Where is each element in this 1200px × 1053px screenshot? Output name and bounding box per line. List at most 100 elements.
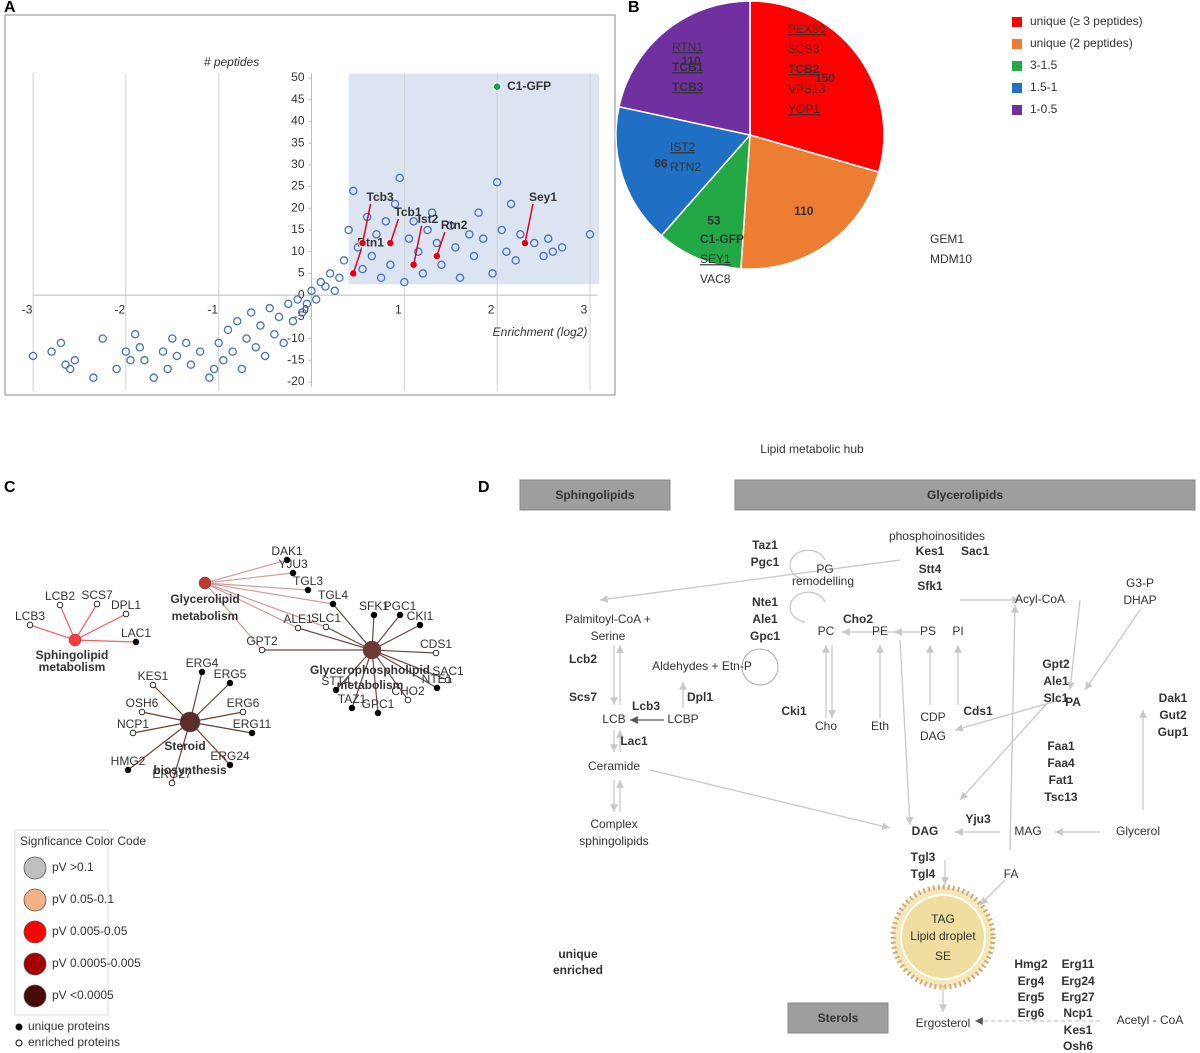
y-tick-label: 45 [291, 92, 305, 106]
point [56, 338, 66, 348]
point [330, 286, 339, 296]
slice-label: 110 [794, 204, 814, 218]
point [223, 325, 233, 335]
point [311, 295, 321, 304]
edge [371, 649, 449, 681]
legend-swatch [1012, 17, 1022, 27]
arrow [599, 559, 901, 603]
leaf-node [226, 761, 234, 769]
y-axis-label: # peptides [204, 55, 259, 69]
diagram-label: G3-P [1126, 576, 1154, 590]
leaf-label: GPC1 [362, 697, 395, 711]
point [414, 247, 423, 256]
hub-node [362, 640, 382, 660]
diagram-label: Acyl-CoA [1015, 592, 1065, 606]
point [89, 373, 98, 382]
y-tick-label: -10 [287, 331, 305, 345]
gene-label: RTN1 [672, 40, 703, 54]
etn-circle [741, 648, 779, 686]
point [353, 243, 363, 252]
point [404, 234, 414, 243]
diagram-label: Palmitoyl-CoA + [565, 612, 651, 626]
leaf-node [370, 611, 378, 619]
point [47, 347, 56, 356]
point [344, 225, 353, 235]
leaf-label: OSH6 [126, 696, 159, 710]
arrow [899, 639, 914, 826]
y-tick-label: 10 [291, 244, 305, 258]
y-tick-label: 20 [291, 200, 305, 214]
diagram-label: remodelling [792, 574, 854, 588]
diagram-label: Sfk1 [917, 579, 943, 593]
edge [127, 721, 191, 771]
hub-label: Glycerophospholipid [310, 663, 430, 677]
edge [204, 582, 327, 628]
x-tick-label: 1 [395, 302, 402, 316]
x-tick-label: 3 [581, 302, 588, 316]
x-tick-label: 0 [302, 302, 309, 316]
pie-slice [618, 0, 751, 136]
point [497, 225, 507, 235]
point [502, 247, 511, 256]
legend-swatch [23, 952, 47, 976]
point [172, 351, 182, 361]
leaf-label: CDS1 [420, 637, 452, 651]
leaf-label: KES1 [138, 669, 169, 683]
edge [371, 649, 437, 654]
gene-label: SCS3 [788, 42, 820, 56]
point [228, 347, 237, 356]
point [270, 329, 279, 339]
diagram-label: Slc1 [1044, 691, 1069, 705]
point [186, 360, 196, 369]
hub-node [179, 711, 201, 733]
diagram-label: Lcb2 [569, 652, 597, 666]
legend-label: pV 0.05-0.1 [52, 892, 114, 906]
point [427, 208, 437, 217]
diagram-label: DAG [912, 824, 939, 838]
point [409, 217, 418, 226]
diagram-label: unique [558, 947, 598, 961]
point [395, 173, 404, 183]
arrow [1084, 609, 1141, 691]
diagram-label: Tgl4 [911, 867, 936, 881]
point [335, 273, 344, 283]
hub-node [68, 633, 82, 647]
point [376, 273, 386, 283]
leaf-label: DAK1 [271, 544, 303, 558]
diagram-label: Dak1 [1159, 691, 1188, 705]
leaf-label: ERG6 [227, 696, 260, 710]
legend-label: unique (≥ 3 peptides) [1030, 14, 1143, 28]
point [455, 273, 465, 283]
point [349, 186, 358, 196]
diagram-label: enriched [553, 963, 603, 977]
point [70, 356, 80, 365]
diagram-label: PS [920, 624, 936, 638]
legend-label: enriched proteins [28, 1035, 120, 1049]
point [437, 260, 446, 269]
category-label: Glycerolipids [927, 488, 1003, 502]
gene-label: PEX30 [788, 22, 826, 36]
leaf-node [322, 623, 330, 631]
point [511, 256, 520, 265]
point [307, 286, 316, 296]
diagram-label: DHAP [1123, 593, 1156, 607]
legend-label: pV 0.005-0.05 [52, 924, 128, 938]
point [149, 373, 158, 382]
diagram-label: Ale1 [752, 612, 778, 626]
leaf-node [348, 704, 356, 712]
leaf-label: ERG11 [233, 717, 272, 731]
point [293, 295, 302, 304]
point [451, 243, 460, 252]
leaf-node [433, 684, 441, 692]
leaf-label: ERG24 [210, 749, 250, 763]
point [530, 238, 539, 248]
edge [332, 603, 373, 651]
leaf-node [404, 696, 412, 704]
leaf-label: GPT2 [246, 634, 278, 648]
leaf-node [132, 638, 140, 646]
category-label: Sphingolipids [555, 488, 635, 502]
legend-swatch [1012, 61, 1022, 71]
edge [59, 604, 76, 641]
legend-node [15, 1023, 23, 1031]
leaf-label: NCP1 [117, 717, 149, 731]
